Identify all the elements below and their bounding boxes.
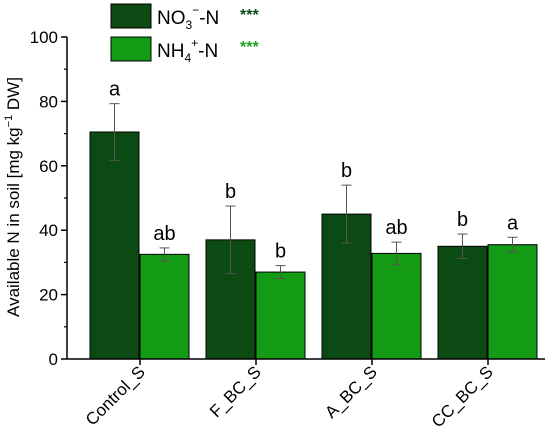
bar-series-2-Control_S	[139, 253, 190, 360]
legend-label-series-1-sub: 3	[186, 18, 193, 32]
bar-series-1-Control_S	[89, 131, 140, 360]
legend-swatch-series-1	[110, 3, 152, 29]
sig-letter-series-1-CC_BC_S: b	[457, 209, 468, 231]
y-tick-label-40: 40	[39, 221, 58, 240]
sig-letter-series-1-Control_S: a	[109, 79, 121, 101]
legend-swatch-series-2	[110, 36, 152, 62]
y-tick-label-20: 20	[39, 286, 58, 305]
x-tick-label-F_BC_S: F_BC_S	[206, 362, 265, 421]
x-tick-label-Control_S: Control_S	[82, 362, 149, 429]
sig-letter-series-2-A_BC_S: ab	[385, 217, 407, 239]
x-tick-label-A_BC_S: A_BC_S	[321, 362, 381, 422]
legend-label-series-2-sup: +	[191, 36, 198, 50]
legend-label-series-1-sup: −	[192, 3, 199, 17]
legend-label-series-2: NH4+-N	[157, 36, 218, 65]
legend-label-series-1-main: NO	[157, 8, 186, 29]
sig-letter-series-1-A_BC_S: b	[341, 160, 352, 182]
y-axis-title-pre: Available N in soil [mg kg	[4, 127, 23, 317]
bar-series-1-CC_BC_S	[437, 245, 488, 360]
sig-letter-series-2-Control_S: ab	[153, 223, 175, 245]
legend-label-series-2-sub: 4	[184, 51, 191, 65]
bar-series-2-A_BC_S	[371, 252, 422, 360]
y-axis-title-post: DW]	[4, 77, 23, 115]
legend-sig-series-1: ***	[240, 7, 259, 24]
x-tick-label-CC_BC_S: CC_BC_S	[428, 362, 497, 431]
bar-series-2-CC_BC_S	[487, 244, 538, 360]
sig-letter-series-2-F_BC_S: b	[275, 241, 286, 263]
y-tick-label-60: 60	[39, 157, 58, 176]
sig-letter-series-2-CC_BC_S: a	[507, 212, 519, 234]
legend: NO3−-N *** NH4+-N ***	[110, 3, 259, 65]
y-tick-label-80: 80	[39, 92, 58, 111]
y-axis-title: Available N in soil [mg kg−1 DW]	[3, 77, 23, 317]
sig-letter-series-1-F_BC_S: b	[225, 181, 236, 203]
y-tick-label-100: 100	[30, 28, 58, 47]
legend-label-series-2-main: NH	[157, 41, 184, 62]
y-tick-label-0: 0	[49, 350, 58, 369]
bar-series-2-F_BC_S	[255, 271, 306, 360]
legend-label-series-2-tail: -N	[198, 41, 218, 62]
legend-label-series-1: NO3−-N	[157, 3, 219, 32]
legend-sig-series-2: ***	[240, 39, 259, 56]
y-axis-title-sup: −1	[3, 115, 15, 128]
legend-label-series-1-tail: -N	[199, 8, 219, 29]
